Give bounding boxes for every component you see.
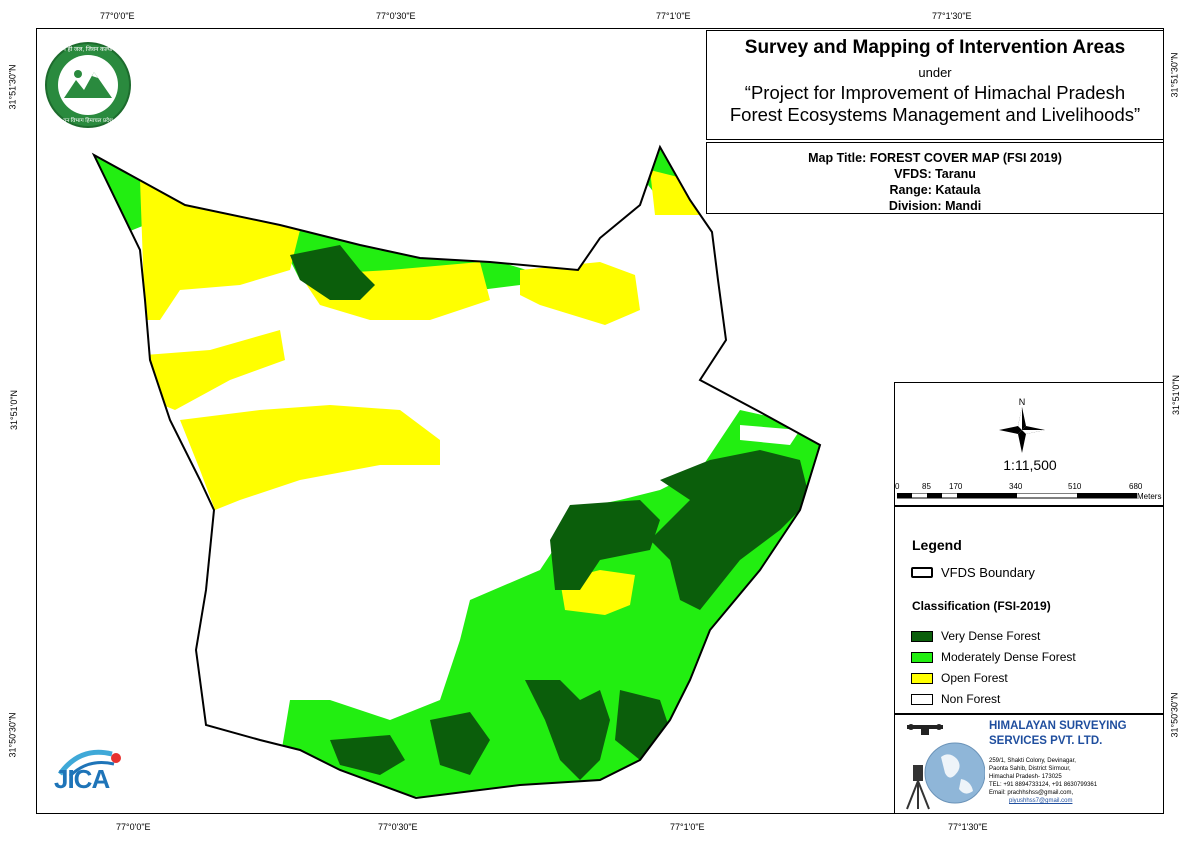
legend-boundary-swatch [911, 567, 933, 578]
legend-box: Legend VFDS Boundary Classification (FSI… [894, 506, 1164, 714]
company-name-line2: SERVICES PVT. LTD. [989, 735, 1103, 747]
very-dense-forest-area [290, 245, 810, 780]
north-arrow-icon [999, 407, 1045, 453]
scale-tick-510: 510 [1068, 482, 1082, 491]
company-name-line1: HIMALAYAN SURVEYING [989, 720, 1127, 732]
coord-bottom-1: 77°0'0"E [116, 822, 151, 832]
legend-swatch-moderately-dense [911, 652, 933, 663]
legend-heading: Legend [912, 537, 962, 553]
map-info-box: Map Title: FOREST COVER MAP (FSI 2019) V… [706, 142, 1164, 214]
north-label: N [1018, 397, 1026, 407]
scale-bar [897, 493, 1137, 499]
scale-unit: Meters [1137, 492, 1162, 501]
legend-boundary-label: VFDS Boundary [941, 565, 1035, 580]
legend-label-open: Open Forest [941, 671, 1008, 685]
legend-swatch-open [911, 673, 933, 684]
legend-label-moderately-dense: Moderately Dense Forest [941, 650, 1076, 664]
scale-tick-680: 680 [1129, 482, 1143, 491]
address-line-3: Himachal Pradesh- 173025 [989, 774, 1062, 780]
title-under: under [918, 65, 952, 80]
title-project-line1: “Project for Improvement of Himachal Pra… [744, 82, 1126, 103]
title-box: Survey and Mapping of Intervention Areas… [706, 30, 1164, 140]
coord-bottom-3: 77°1'0"E [670, 822, 705, 832]
address-line-4: TEL: +91 8894733124, +91 8630799361 [989, 782, 1098, 788]
address-line-6: piyushhss7@gmail.com [1009, 798, 1073, 804]
classification-heading: Classification (FSI-2019) [912, 599, 1051, 613]
company-address: 259/1, Shakti Colony, Devinagar, Paonta … [989, 757, 1097, 805]
coord-top-1: 77°0'0"E [100, 11, 135, 21]
scale-tick-170: 170 [949, 482, 963, 491]
title-project-line2: Forest Ecosystems Management and Livelih… [729, 104, 1141, 125]
company-box: HIMALAYAN SURVEYING SERVICES PVT. LTD. 2… [894, 714, 1164, 814]
coord-top-4: 77°1'30"E [932, 11, 972, 21]
coord-bottom-2: 77°0'30"E [378, 822, 418, 832]
vfds-boundary [91, 144, 822, 800]
jica-logo: JICA [50, 744, 130, 804]
surveying-equipment-icon [906, 724, 985, 810]
scale-ratio: 1:11,500 [1003, 457, 1057, 473]
vfds-name: VFDS: Taranu [894, 167, 976, 181]
scale-tick-340: 340 [1009, 482, 1023, 491]
scale-tick-0: 0 [895, 482, 900, 491]
range-name: Range: Kataula [889, 183, 981, 197]
title-project: “Project for Improvement of Himachal Pra… [707, 82, 1163, 126]
legend-swatch-non-forest [911, 694, 933, 705]
coord-top-3: 77°1'0"E [656, 11, 691, 21]
address-line-5: Email: prachhshss@gmail.com, [989, 790, 1074, 796]
division-name: Division: Mandi [888, 199, 982, 213]
hp-forest-logo: वन ही जल, जिवन कल्याण वन विभाग हिमाचल प्… [42, 40, 134, 130]
title-main: Survey and Mapping of Intervention Areas [744, 37, 1126, 58]
address-line-1: 259/1, Shakti Colony, Devinagar, [989, 758, 1076, 764]
hp-forest-logo-text-top: वन ही जल, जिवन कल्याण [59, 47, 117, 53]
scale-tick-85: 85 [922, 482, 931, 491]
coord-top-2: 77°0'30"E [376, 11, 416, 21]
map-title: Map Title: FOREST COVER MAP (FSI 2019) [808, 151, 1062, 165]
hp-forest-logo-text-bottom: वन विभाग हिमाचल प्रदेश [63, 118, 113, 124]
legend-swatch-very-dense [911, 631, 933, 642]
jica-logo-text: JICA [54, 764, 110, 794]
address-line-2: Paonta Sahib, District Sirmour, [989, 766, 1071, 772]
legend-label-very-dense: Very Dense Forest [941, 629, 1041, 643]
coord-bottom-4: 77°1'30"E [948, 822, 988, 832]
legend-label-non-forest: Non Forest [941, 692, 1001, 706]
scale-box: N 1:11,500 0 85 170 340 510 680 Meters [894, 382, 1164, 506]
